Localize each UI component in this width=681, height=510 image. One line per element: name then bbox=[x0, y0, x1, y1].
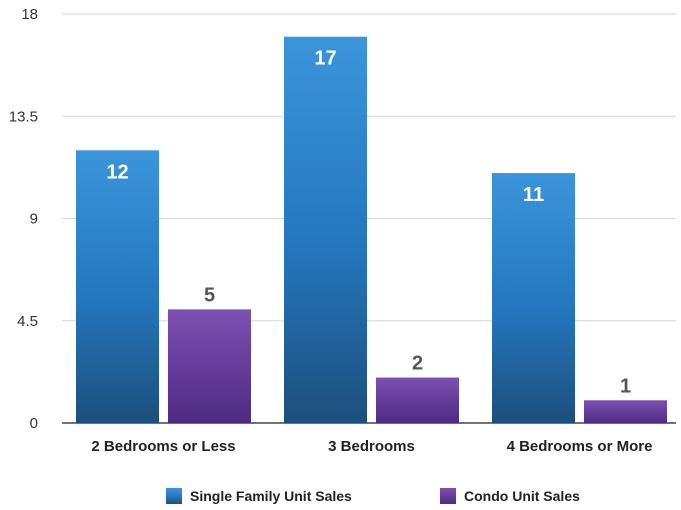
y-tick-label: 9 bbox=[30, 211, 38, 228]
data-label-single-family: 12 bbox=[106, 161, 128, 183]
bar-single-family bbox=[492, 173, 575, 423]
legend-swatch-condo bbox=[440, 488, 456, 504]
data-label-condo: 2 bbox=[412, 353, 423, 375]
bar-condo bbox=[168, 309, 251, 423]
legend: Single Family Unit Sales Condo Unit Sales bbox=[166, 488, 580, 504]
bar-condo bbox=[376, 377, 459, 423]
data-label-condo: 5 bbox=[204, 284, 215, 306]
y-tick-label: 13.5 bbox=[9, 108, 38, 125]
legend-label-condo: Condo Unit Sales bbox=[464, 488, 580, 504]
bar-single-family bbox=[284, 36, 367, 423]
data-label-condo: 1 bbox=[620, 375, 631, 397]
legend-swatch-single-family bbox=[166, 488, 182, 504]
x-axis-categories: 2 Bedrooms or Less 3 Bedrooms 4 Bedrooms o… bbox=[91, 438, 652, 455]
y-tick-label: 18 bbox=[21, 6, 38, 23]
x-category-label: 3 Bedrooms bbox=[328, 438, 415, 455]
y-axis-ticks: 0 4.5 9 13.5 18 bbox=[9, 6, 38, 432]
bar-single-family bbox=[76, 150, 159, 424]
legend-label-single-family: Single Family Unit Sales bbox=[190, 488, 352, 504]
data-label-single-family: 11 bbox=[523, 184, 544, 206]
y-tick-label: 0 bbox=[30, 415, 38, 432]
x-category-label: 4 Bedrooms or More bbox=[507, 438, 653, 455]
data-label-single-family: 17 bbox=[314, 48, 336, 70]
y-tick-label: 4.5 bbox=[17, 313, 38, 330]
bars bbox=[76, 36, 667, 424]
x-category-label: 2 Bedrooms or Less bbox=[91, 438, 235, 455]
bar-condo bbox=[584, 400, 667, 423]
